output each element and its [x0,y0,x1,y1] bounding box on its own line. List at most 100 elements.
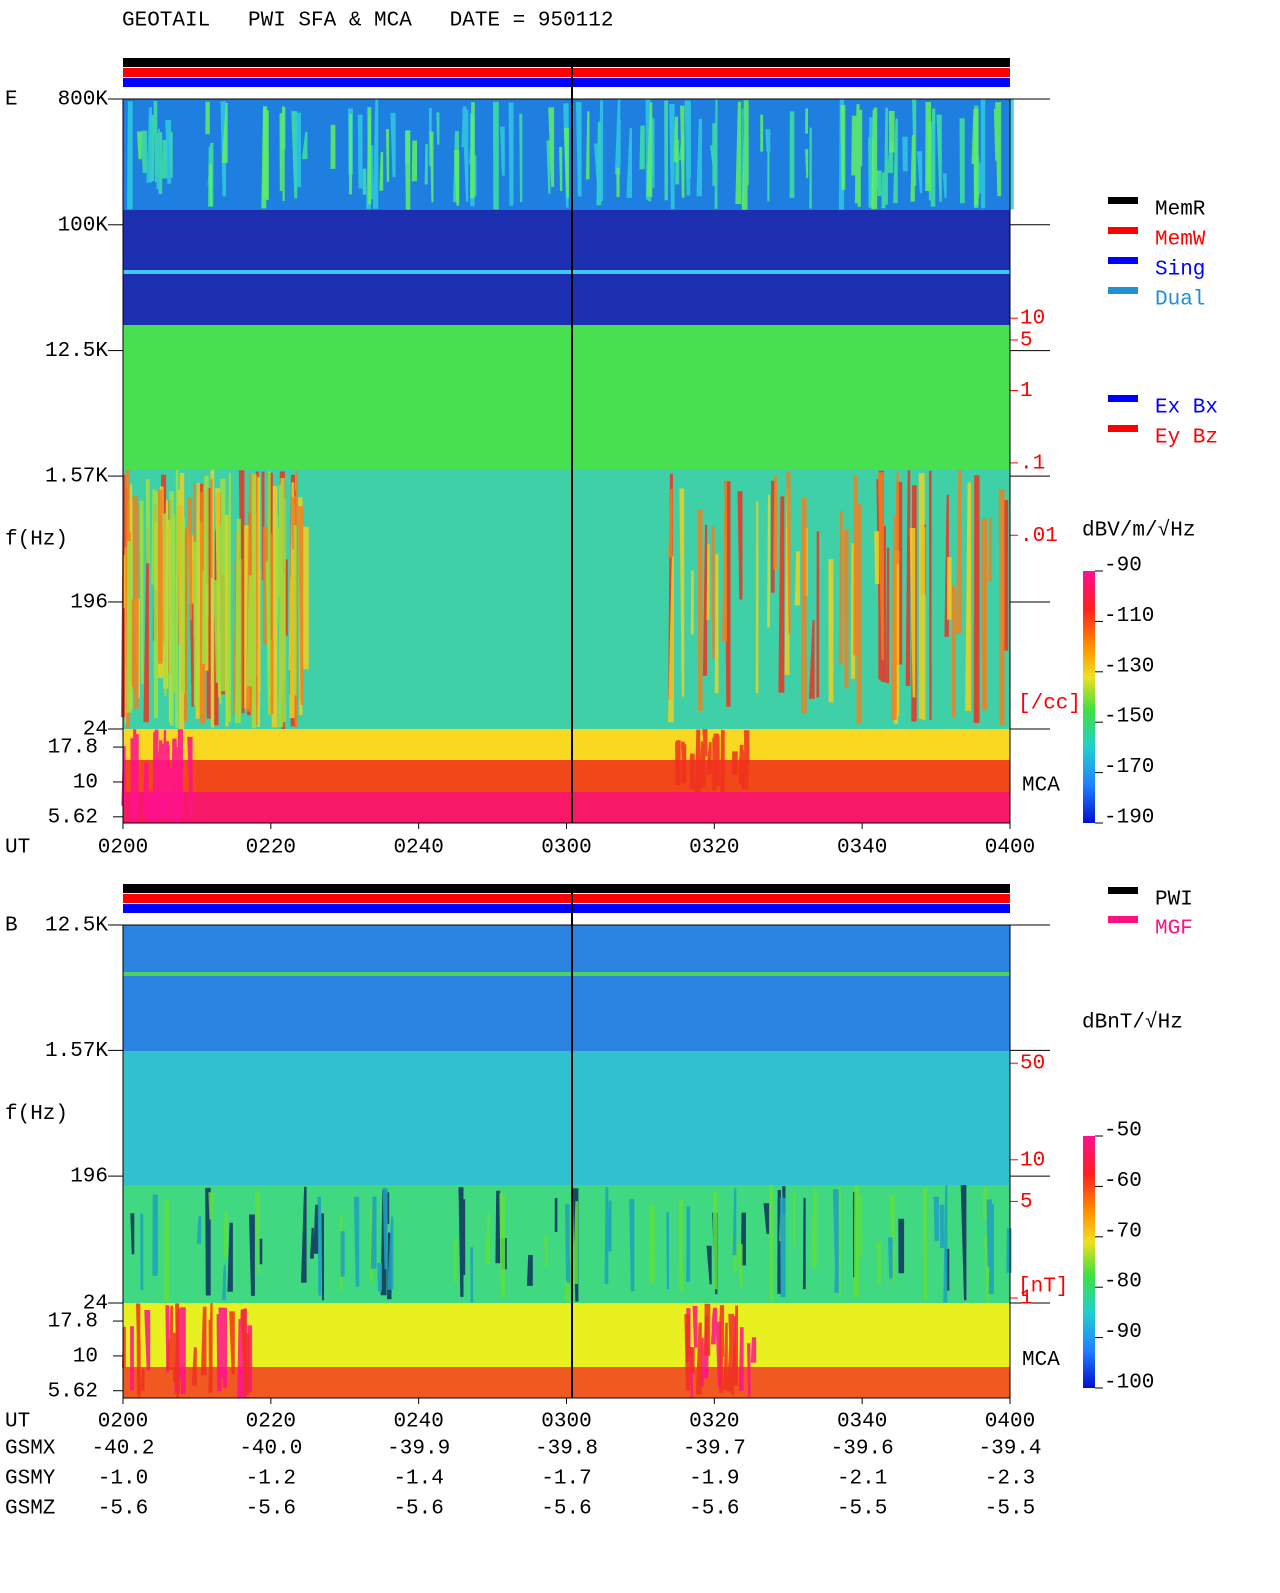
orbit-value: -5.6 [246,1498,296,1521]
colorbar-tick-label: -50 [1104,1120,1142,1143]
mca-tick-label: 17.8 [48,1311,98,1334]
colorbar-tick-label: -130 [1104,655,1154,678]
legend-label: PWI [1155,889,1193,912]
y-tick-label: 1.57K [45,1040,108,1063]
y-tick-label: 196 [70,592,108,615]
spectrogram-texture [126,470,297,729]
mca-label: MCA [1022,1349,1060,1372]
x-tick-label: 0340 [837,837,887,860]
orbit-value: -1.2 [246,1468,296,1491]
orbit-value: -5.6 [541,1498,591,1521]
orbit-value: -40.2 [91,1438,154,1461]
orbit-value: -39.6 [831,1438,894,1461]
orbit-value: -5.6 [393,1498,443,1521]
y2-tick-label: .01 [1020,525,1058,548]
colorbar-tick-label: -60 [1104,1170,1142,1193]
colorbar-label: dBV/m/√Hz [1082,519,1195,543]
status-bar [123,68,1010,77]
spectrogram-band [123,760,1010,792]
legend-label: Ey Bz [1155,427,1218,450]
y-tick-label: 100K [58,214,109,237]
y2-tick-label: 1 [1020,380,1033,403]
y2-tick-label: 5 [1020,1191,1033,1214]
mca-tick-label: 5.62 [48,806,98,829]
spectrogram-band [123,1051,1010,1185]
status-bar [123,78,1010,87]
orbit-value: -39.9 [387,1438,450,1461]
panel-label: E [5,89,18,112]
x-tick-label: 0340 [837,1411,887,1434]
spectrogram-band [123,325,1010,470]
status-bar [123,884,1010,893]
legend-swatch [1108,916,1138,923]
legend-swatch [1108,257,1138,264]
legend-label: MGF [1155,918,1193,941]
y-tick-label: 24 [83,1293,108,1316]
y2-tick-label: 50 [1020,1053,1045,1076]
status-bar [123,904,1010,913]
y-tick-label: 12.5K [45,340,108,363]
colorbar-tick-label: -90 [1104,555,1142,578]
orbit-row-name: GSMX [5,1438,56,1461]
colorbar [1083,1136,1095,1388]
spectrogram-texture [121,729,193,823]
y2-tick-label: 5 [1020,330,1033,353]
x-tick-label: 0400 [985,837,1035,860]
spectrogram-band [123,972,1010,976]
colorbar [1083,571,1095,823]
mca-tick-label: 10 [73,772,98,795]
y2-tick-label: 10 [1020,308,1045,331]
colorbar-tick-label: -90 [1104,1321,1142,1344]
legend-label: Dual [1155,289,1205,312]
y-axis-label: f(Hz) [5,529,68,552]
orbit-value: -5.5 [837,1498,887,1521]
plot-frame [122,924,1011,1399]
y-tick-label: 1.57K [45,466,108,489]
spectrogram-texture [140,1185,1012,1303]
spectrogram-band [123,270,1010,274]
spectrogram-band [123,210,1010,325]
spectrogram-band [123,925,1010,1051]
y2-tick-label: 1 [1020,1288,1033,1311]
x-tick-label: 0320 [689,837,739,860]
legend-swatch [1108,227,1138,234]
colorbar-tick-label: -80 [1104,1271,1142,1294]
orbit-value: -2.1 [837,1468,887,1491]
orbit-value: -1.7 [541,1468,591,1491]
x-tick-label: 0220 [246,1411,296,1434]
x-tick-label: 0240 [393,837,443,860]
y-axis-label: f(Hz) [5,1103,68,1126]
orbit-row-name: GSMZ [5,1498,55,1521]
legend-swatch [1108,887,1138,894]
orbit-value: -1.4 [393,1468,443,1491]
orbit-value: -1.0 [98,1468,148,1491]
status-bar [123,894,1010,903]
x-tick-label: 0220 [246,837,296,860]
colorbar-tick-label: -170 [1104,756,1154,779]
spectrogram-band [123,729,1010,760]
y-tick-label: 24 [83,719,108,742]
page-title: GEOTAIL PWI SFA & MCA DATE = 950112 [122,10,613,33]
y2-unit-label: [/cc] [1018,693,1081,716]
colorbar-tick-label: -150 [1104,706,1154,729]
spectrogram-texture [127,99,1014,210]
orbit-value: -1.9 [689,1468,739,1491]
x-tick-label: 0200 [98,1411,148,1434]
mca-tick-label: 10 [73,1345,98,1368]
legend-swatch [1108,287,1138,294]
colorbar-tick-label: -190 [1104,807,1154,830]
orbit-value: -5.5 [985,1498,1035,1521]
x-tick-label: 0320 [689,1411,739,1434]
y2-unit-label: [nT] [1018,1276,1068,1299]
y2-tick-label: .1 [1020,452,1045,475]
y-tick-label: 12.5K [45,915,108,938]
legend-swatch [1108,425,1138,432]
legend-swatch [1108,395,1138,402]
y-tick-label: 800K [58,89,109,112]
orbit-value: -5.6 [98,1498,148,1521]
legend-swatch [1108,197,1138,204]
status-bar [123,58,1010,67]
orbit-value: -39.7 [683,1438,746,1461]
mca-label: MCA [1022,775,1060,798]
spectrogram-texture [668,470,1005,725]
